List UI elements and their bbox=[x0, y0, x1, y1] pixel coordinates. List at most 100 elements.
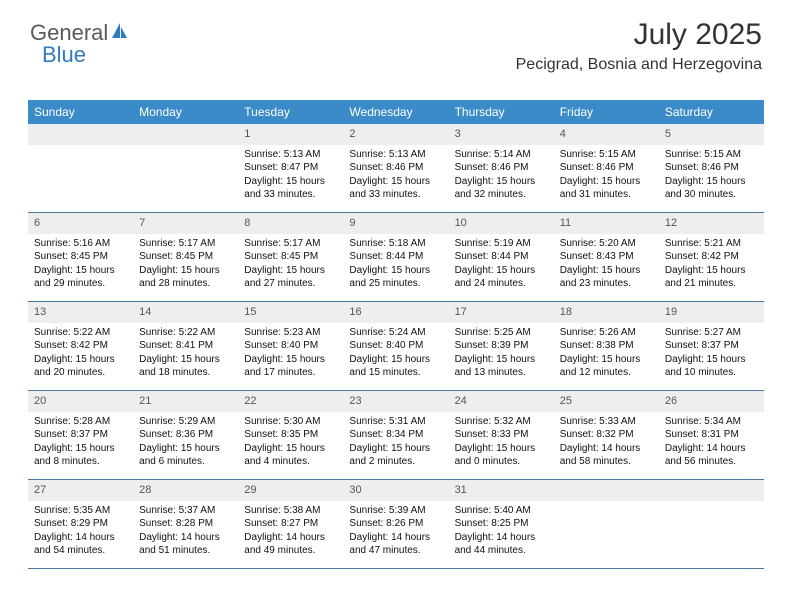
day-cell: 15Sunrise: 5:23 AMSunset: 8:40 PMDayligh… bbox=[238, 302, 343, 390]
day-content: Sunrise: 5:31 AMSunset: 8:34 PMDaylight:… bbox=[343, 412, 448, 475]
day-header-cell: Saturday bbox=[659, 100, 764, 124]
month-title: July 2025 bbox=[516, 18, 762, 52]
day-cell: 29Sunrise: 5:38 AMSunset: 8:27 PMDayligh… bbox=[238, 480, 343, 568]
day-header-cell: Sunday bbox=[28, 100, 133, 124]
day-content: Sunrise: 5:29 AMSunset: 8:36 PMDaylight:… bbox=[133, 412, 238, 475]
day-number: 11 bbox=[554, 213, 659, 234]
day-content: Sunrise: 5:15 AMSunset: 8:46 PMDaylight:… bbox=[554, 145, 659, 208]
day-content: Sunrise: 5:21 AMSunset: 8:42 PMDaylight:… bbox=[659, 234, 764, 297]
day-cell: 18Sunrise: 5:26 AMSunset: 8:38 PMDayligh… bbox=[554, 302, 659, 390]
day-content: Sunrise: 5:19 AMSunset: 8:44 PMDaylight:… bbox=[449, 234, 554, 297]
day-number bbox=[28, 124, 133, 145]
day-number: 7 bbox=[133, 213, 238, 234]
day-number: 12 bbox=[659, 213, 764, 234]
day-cell: 1Sunrise: 5:13 AMSunset: 8:47 PMDaylight… bbox=[238, 124, 343, 212]
day-header-cell: Monday bbox=[133, 100, 238, 124]
day-cell bbox=[28, 124, 133, 212]
day-cell: 10Sunrise: 5:19 AMSunset: 8:44 PMDayligh… bbox=[449, 213, 554, 301]
day-number: 9 bbox=[343, 213, 448, 234]
day-cell: 31Sunrise: 5:40 AMSunset: 8:25 PMDayligh… bbox=[449, 480, 554, 568]
day-number: 14 bbox=[133, 302, 238, 323]
day-content: Sunrise: 5:16 AMSunset: 8:45 PMDaylight:… bbox=[28, 234, 133, 297]
week-row: 6Sunrise: 5:16 AMSunset: 8:45 PMDaylight… bbox=[28, 213, 764, 302]
day-cell: 26Sunrise: 5:34 AMSunset: 8:31 PMDayligh… bbox=[659, 391, 764, 479]
day-content: Sunrise: 5:22 AMSunset: 8:41 PMDaylight:… bbox=[133, 323, 238, 386]
week-row: 13Sunrise: 5:22 AMSunset: 8:42 PMDayligh… bbox=[28, 302, 764, 391]
logo-text-blue: Blue bbox=[42, 42, 86, 67]
day-content: Sunrise: 5:24 AMSunset: 8:40 PMDaylight:… bbox=[343, 323, 448, 386]
day-number: 21 bbox=[133, 391, 238, 412]
day-header-row: SundayMondayTuesdayWednesdayThursdayFrid… bbox=[28, 100, 764, 124]
day-content: Sunrise: 5:14 AMSunset: 8:46 PMDaylight:… bbox=[449, 145, 554, 208]
week-row: 27Sunrise: 5:35 AMSunset: 8:29 PMDayligh… bbox=[28, 480, 764, 569]
day-number bbox=[554, 480, 659, 501]
day-number: 31 bbox=[449, 480, 554, 501]
day-cell: 30Sunrise: 5:39 AMSunset: 8:26 PMDayligh… bbox=[343, 480, 448, 568]
day-number: 3 bbox=[449, 124, 554, 145]
day-number: 27 bbox=[28, 480, 133, 501]
day-content: Sunrise: 5:18 AMSunset: 8:44 PMDaylight:… bbox=[343, 234, 448, 297]
day-cell: 5Sunrise: 5:15 AMSunset: 8:46 PMDaylight… bbox=[659, 124, 764, 212]
day-number: 16 bbox=[343, 302, 448, 323]
day-content: Sunrise: 5:32 AMSunset: 8:33 PMDaylight:… bbox=[449, 412, 554, 475]
day-number: 30 bbox=[343, 480, 448, 501]
day-cell: 20Sunrise: 5:28 AMSunset: 8:37 PMDayligh… bbox=[28, 391, 133, 479]
day-cell: 11Sunrise: 5:20 AMSunset: 8:43 PMDayligh… bbox=[554, 213, 659, 301]
day-number: 4 bbox=[554, 124, 659, 145]
day-content: Sunrise: 5:40 AMSunset: 8:25 PMDaylight:… bbox=[449, 501, 554, 564]
day-number: 6 bbox=[28, 213, 133, 234]
day-cell: 4Sunrise: 5:15 AMSunset: 8:46 PMDaylight… bbox=[554, 124, 659, 212]
day-cell: 24Sunrise: 5:32 AMSunset: 8:33 PMDayligh… bbox=[449, 391, 554, 479]
day-cell: 3Sunrise: 5:14 AMSunset: 8:46 PMDaylight… bbox=[449, 124, 554, 212]
day-content: Sunrise: 5:37 AMSunset: 8:28 PMDaylight:… bbox=[133, 501, 238, 564]
day-number: 2 bbox=[343, 124, 448, 145]
logo-text-blue-wrap: Blue bbox=[42, 42, 86, 68]
day-header-cell: Wednesday bbox=[343, 100, 448, 124]
day-content: Sunrise: 5:20 AMSunset: 8:43 PMDaylight:… bbox=[554, 234, 659, 297]
header-right: July 2025 Pecigrad, Bosnia and Herzegovi… bbox=[516, 18, 762, 74]
day-cell: 9Sunrise: 5:18 AMSunset: 8:44 PMDaylight… bbox=[343, 213, 448, 301]
day-number: 23 bbox=[343, 391, 448, 412]
day-number: 8 bbox=[238, 213, 343, 234]
day-number: 17 bbox=[449, 302, 554, 323]
day-cell: 17Sunrise: 5:25 AMSunset: 8:39 PMDayligh… bbox=[449, 302, 554, 390]
day-cell bbox=[133, 124, 238, 212]
day-cell: 13Sunrise: 5:22 AMSunset: 8:42 PMDayligh… bbox=[28, 302, 133, 390]
day-content: Sunrise: 5:13 AMSunset: 8:47 PMDaylight:… bbox=[238, 145, 343, 208]
day-cell: 25Sunrise: 5:33 AMSunset: 8:32 PMDayligh… bbox=[554, 391, 659, 479]
day-number: 29 bbox=[238, 480, 343, 501]
day-header-cell: Friday bbox=[554, 100, 659, 124]
week-row: 1Sunrise: 5:13 AMSunset: 8:47 PMDaylight… bbox=[28, 124, 764, 213]
day-number: 22 bbox=[238, 391, 343, 412]
day-content: Sunrise: 5:34 AMSunset: 8:31 PMDaylight:… bbox=[659, 412, 764, 475]
day-cell: 8Sunrise: 5:17 AMSunset: 8:45 PMDaylight… bbox=[238, 213, 343, 301]
day-content: Sunrise: 5:35 AMSunset: 8:29 PMDaylight:… bbox=[28, 501, 133, 564]
day-cell: 27Sunrise: 5:35 AMSunset: 8:29 PMDayligh… bbox=[28, 480, 133, 568]
day-cell: 7Sunrise: 5:17 AMSunset: 8:45 PMDaylight… bbox=[133, 213, 238, 301]
day-content: Sunrise: 5:27 AMSunset: 8:37 PMDaylight:… bbox=[659, 323, 764, 386]
day-cell bbox=[659, 480, 764, 568]
day-content: Sunrise: 5:30 AMSunset: 8:35 PMDaylight:… bbox=[238, 412, 343, 475]
day-header-cell: Tuesday bbox=[238, 100, 343, 124]
day-number bbox=[133, 124, 238, 145]
day-content: Sunrise: 5:17 AMSunset: 8:45 PMDaylight:… bbox=[238, 234, 343, 297]
day-number: 18 bbox=[554, 302, 659, 323]
day-number: 20 bbox=[28, 391, 133, 412]
day-header-cell: Thursday bbox=[449, 100, 554, 124]
day-content: Sunrise: 5:39 AMSunset: 8:26 PMDaylight:… bbox=[343, 501, 448, 564]
day-number: 13 bbox=[28, 302, 133, 323]
day-number: 15 bbox=[238, 302, 343, 323]
day-cell: 6Sunrise: 5:16 AMSunset: 8:45 PMDaylight… bbox=[28, 213, 133, 301]
day-content: Sunrise: 5:38 AMSunset: 8:27 PMDaylight:… bbox=[238, 501, 343, 564]
day-content: Sunrise: 5:13 AMSunset: 8:46 PMDaylight:… bbox=[343, 145, 448, 208]
calendar: SundayMondayTuesdayWednesdayThursdayFrid… bbox=[28, 100, 764, 569]
day-number: 10 bbox=[449, 213, 554, 234]
day-cell: 19Sunrise: 5:27 AMSunset: 8:37 PMDayligh… bbox=[659, 302, 764, 390]
day-number: 25 bbox=[554, 391, 659, 412]
day-content: Sunrise: 5:15 AMSunset: 8:46 PMDaylight:… bbox=[659, 145, 764, 208]
day-content: Sunrise: 5:25 AMSunset: 8:39 PMDaylight:… bbox=[449, 323, 554, 386]
day-cell: 21Sunrise: 5:29 AMSunset: 8:36 PMDayligh… bbox=[133, 391, 238, 479]
day-number: 26 bbox=[659, 391, 764, 412]
calendar-body: 1Sunrise: 5:13 AMSunset: 8:47 PMDaylight… bbox=[28, 124, 764, 569]
logo-sail-icon bbox=[110, 21, 130, 46]
